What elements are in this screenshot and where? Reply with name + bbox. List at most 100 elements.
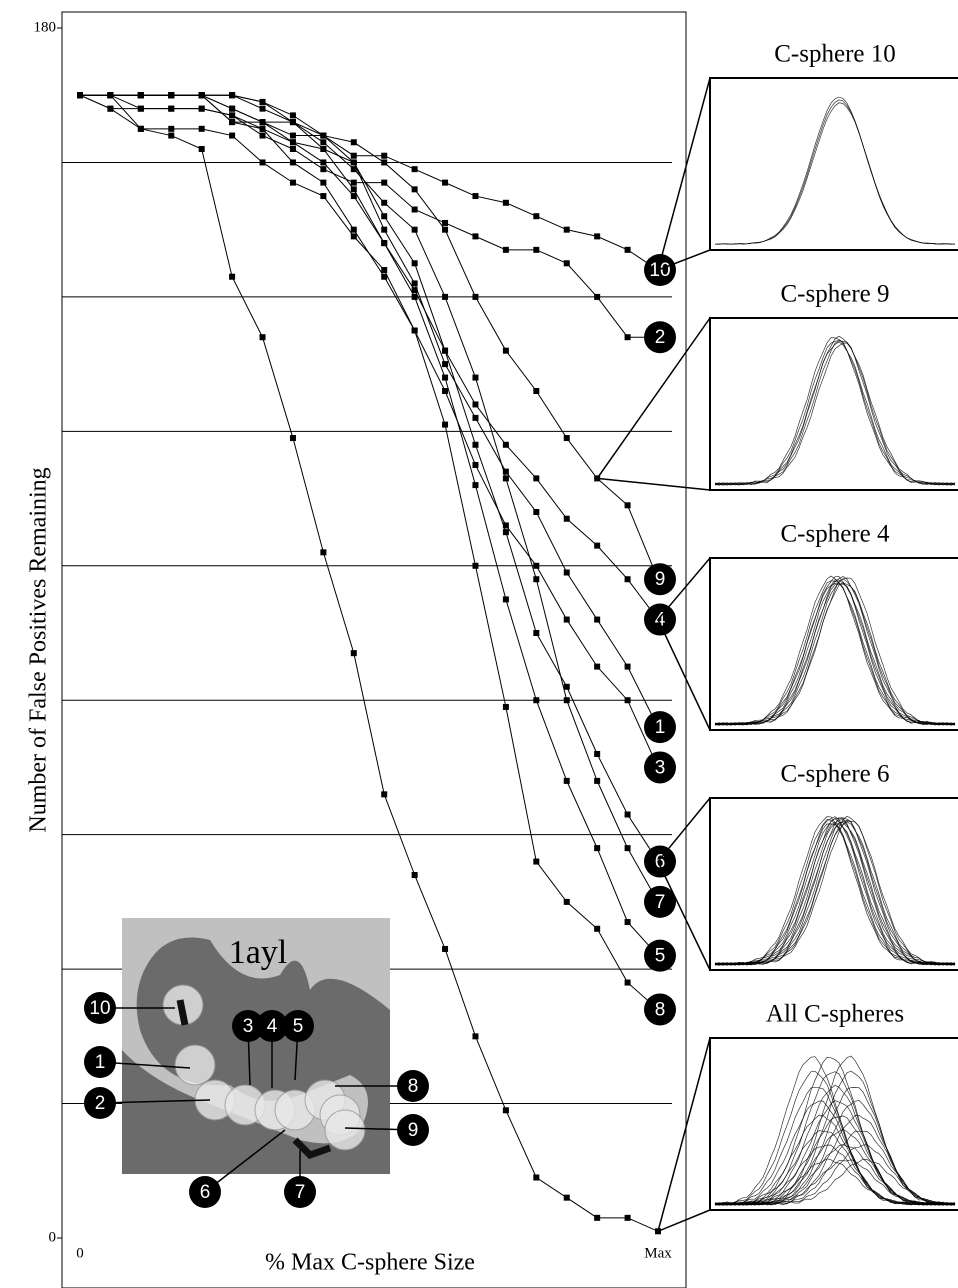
pointer-number: 3 (243, 1016, 254, 1037)
data-point (624, 811, 631, 818)
data-point (533, 213, 540, 220)
data-point (350, 233, 357, 240)
data-point (381, 791, 388, 798)
series-badge (644, 845, 676, 878)
legend-label: 3 (655, 757, 666, 778)
data-point (289, 179, 296, 186)
data-point (350, 152, 357, 159)
data-point (259, 98, 266, 105)
inset-curve (714, 1100, 956, 1206)
inset-curve (714, 102, 956, 245)
inset-curve (714, 1130, 956, 1206)
data-point (472, 441, 479, 448)
data-point (259, 132, 266, 139)
data-point (411, 872, 418, 878)
series-line (80, 94, 659, 957)
data-point (594, 751, 601, 757)
data-point (381, 273, 388, 280)
data-point (137, 92, 144, 99)
data-point (229, 119, 236, 126)
y-tick-label: 0 (49, 1229, 57, 1245)
legend-label: 7 (655, 892, 666, 913)
data-point (411, 186, 418, 193)
pointer-number: 5 (293, 1016, 304, 1037)
data-point (502, 199, 509, 206)
data-point (411, 327, 418, 334)
series-line (80, 94, 659, 620)
legend-label: 8 (655, 999, 666, 1020)
data-point (563, 435, 570, 442)
data-point (442, 388, 449, 394)
data-point (472, 482, 479, 489)
x-axis-label: % Max C-sphere Size (265, 1250, 475, 1276)
inset-curve (715, 578, 956, 726)
pointer-badge (282, 1010, 314, 1042)
zoom-lines (657, 557, 711, 731)
series-line (80, 94, 659, 580)
data-point (350, 166, 357, 173)
pointer-badge (256, 1010, 288, 1042)
data-point (168, 132, 175, 139)
data-point (502, 529, 509, 536)
data-point (320, 159, 327, 166)
data-point (411, 166, 418, 173)
inset-curve (714, 337, 956, 486)
inset-frame (709, 797, 958, 971)
pointer-badge (397, 1070, 429, 1102)
pointer-number: 2 (95, 1093, 106, 1114)
inset-curve (714, 819, 956, 966)
data-point (502, 468, 509, 475)
data-point (533, 562, 540, 569)
data-point (533, 246, 540, 253)
data-point (289, 132, 296, 139)
data-point (411, 206, 418, 213)
pointer-line (204, 1129, 286, 1193)
data-point (442, 361, 449, 368)
pointer-number: 6 (200, 1182, 211, 1203)
inset-curve (714, 820, 956, 966)
data-point (411, 280, 418, 287)
data-point (442, 347, 449, 354)
inset-curve (714, 340, 956, 486)
data-point (624, 663, 631, 670)
data-point (472, 293, 479, 300)
data-point (320, 549, 327, 556)
data-point (472, 233, 479, 240)
zoom-lines (595, 317, 711, 491)
data-point (563, 697, 570, 704)
data-point (502, 1107, 509, 1114)
series-line (80, 94, 659, 1232)
data-point (229, 105, 236, 112)
data-point (229, 92, 236, 99)
x-tick-label: Max (644, 1245, 672, 1261)
data-point (533, 509, 540, 515)
data-point (411, 260, 418, 267)
data-point (259, 105, 266, 112)
data-point (320, 193, 327, 200)
series-badge (644, 321, 676, 354)
legend-label: 10 (649, 260, 670, 281)
data-point (624, 576, 631, 583)
series-badge (644, 885, 676, 918)
data-point (442, 179, 449, 186)
y-axis-label: Number of False Positives Remaining (26, 467, 52, 832)
series-line (79, 94, 659, 1010)
data-point (533, 697, 540, 704)
inset-title: C-sphere 10 (774, 41, 896, 68)
data-point (168, 105, 175, 112)
inset-title: C-sphere 9 (781, 281, 890, 308)
data-point (381, 213, 388, 220)
pointer-badge (84, 992, 116, 1024)
data-point (107, 105, 114, 112)
plot-frame (61, 11, 687, 1288)
data-point (533, 388, 540, 394)
data-point (381, 179, 388, 186)
inset-title: All C-spheres (766, 1001, 904, 1028)
data-point (594, 1214, 601, 1221)
series-badge (644, 603, 676, 636)
data-point (594, 233, 601, 240)
data-point (472, 461, 479, 468)
data-point (624, 845, 631, 852)
data-point (229, 273, 236, 280)
pointer-number: 4 (267, 1016, 278, 1037)
